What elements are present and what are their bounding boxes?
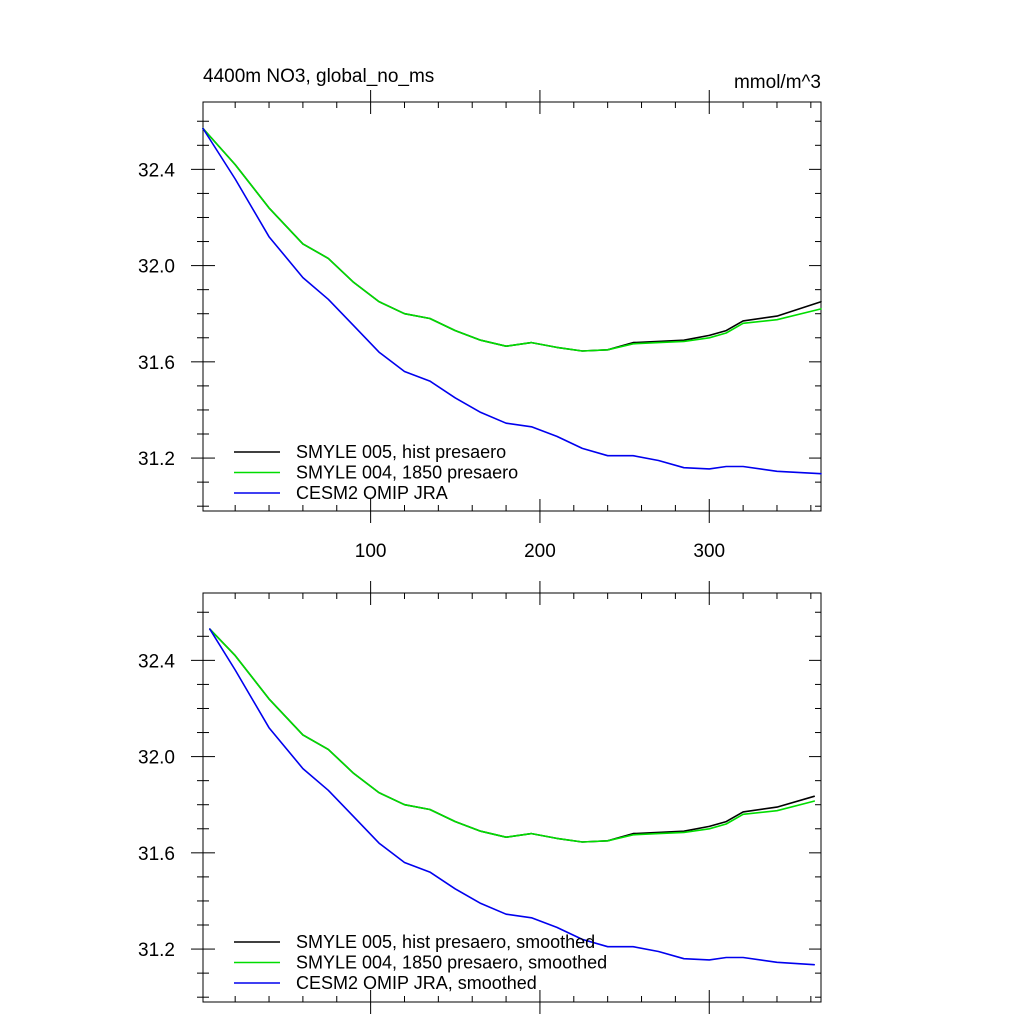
series-line-2 [202,127,822,352]
legend-label-1: SMYLE 005, hist presaero, smoothed [296,932,595,952]
legend-label-2: SMYLE 004, 1850 presaero, smoothed [296,953,607,973]
series-line-1 [202,127,822,352]
y-tick-label: 32.0 [138,257,175,278]
chart-panel-1: 31.2 31.6 32.0 32.4 100 200 300 4400m NO3, glob… [138,66,822,562]
y-tick-label: 31.2 [138,449,175,470]
x-tick-label: 300 [693,541,725,562]
y-tick-label: 31.6 [138,844,175,865]
chart-panel-2: 31.2 31.6 32.0 32.4 SMYLE 005, hist presaero… [138,581,822,1014]
units-label: mmol/m^3 [734,72,821,93]
legend-label-2: SMYLE 004, 1850 presaero [296,463,518,483]
series-line-1 [209,628,815,843]
plot-frame [202,101,822,512]
legend-label-3: CESM2 OMIP JRA [296,483,448,503]
chart-title: 4400m NO3, global_no_ms [203,66,434,87]
series-line-3 [202,127,822,475]
legend-label-3: CESM2 OMIP JRA, smoothed [296,973,537,993]
x-tick-label: 200 [524,541,556,562]
y-tick-label: 31.2 [138,940,175,961]
legend-label-1: SMYLE 005, hist presaero [296,442,506,462]
y-tick-label: 32.4 [138,651,175,672]
series-line-2 [209,628,815,843]
y-tick-label: 32.0 [138,748,175,769]
y-tick-label: 32.4 [138,160,175,181]
plot-frame [202,592,822,1003]
x-tick-label: 100 [355,541,387,562]
series-line-3 [209,628,815,966]
y-tick-label: 31.6 [138,353,175,374]
